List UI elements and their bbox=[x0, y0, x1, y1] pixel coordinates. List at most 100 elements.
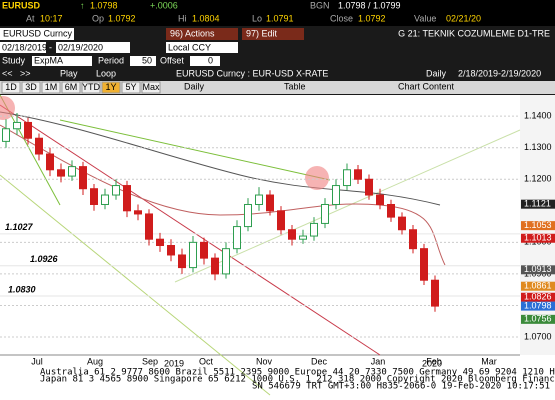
candle-body bbox=[222, 248, 230, 275]
chart-background bbox=[0, 95, 555, 368]
year-label: 2019 bbox=[164, 358, 184, 368]
range-tab[interactable] bbox=[121, 81, 141, 94]
x-tick-label: Jul bbox=[31, 356, 43, 366]
start-date-box[interactable] bbox=[0, 42, 46, 53]
range-tab-label[interactable]: 1Y bbox=[105, 82, 116, 92]
candle-body bbox=[255, 194, 263, 205]
page-title: G 21: TEKNIK COZUMLEME D1-TRE bbox=[398, 28, 550, 38]
candle-body bbox=[266, 194, 274, 212]
period-box[interactable] bbox=[130, 56, 156, 66]
range-tab[interactable] bbox=[1, 81, 21, 94]
y-tick-label: 1.1400 bbox=[524, 111, 552, 121]
candle-body bbox=[145, 213, 153, 240]
price-tag bbox=[521, 292, 555, 302]
hi-label: Hi bbox=[178, 13, 187, 23]
range-tab-label[interactable]: 1D bbox=[5, 82, 17, 92]
last: 1.0798 bbox=[90, 0, 118, 10]
frequency: Daily bbox=[426, 68, 447, 78]
range-tab-label[interactable]: 6M bbox=[65, 82, 78, 92]
price-tag-label: 1.1013 bbox=[524, 233, 552, 243]
x-tick-label: Sep bbox=[142, 356, 158, 366]
price-tag bbox=[521, 265, 555, 275]
range-tab[interactable] bbox=[61, 81, 81, 94]
range-tab[interactable] bbox=[81, 81, 101, 94]
x-tick-label: Mar bbox=[481, 356, 497, 366]
end-date-box[interactable] bbox=[56, 42, 130, 53]
footer-text: SN 546679 TRT GMT+3:00 H835-2066-0 19-Fe… bbox=[252, 382, 550, 392]
edit: 97) Edit bbox=[246, 28, 278, 38]
price-tag bbox=[521, 314, 555, 324]
range-tab[interactable] bbox=[41, 81, 61, 94]
candle-body bbox=[24, 121, 32, 139]
level-label: 1.0830 bbox=[8, 284, 36, 294]
table: Table bbox=[284, 81, 306, 91]
candle-body bbox=[134, 210, 142, 215]
range-tab-label[interactable]: 1M bbox=[45, 82, 58, 92]
price-tag-label: 1.1121 bbox=[524, 199, 551, 209]
candle-body bbox=[343, 169, 351, 187]
candle-body bbox=[13, 121, 21, 130]
range-tab[interactable] bbox=[101, 81, 121, 94]
close-label: Close bbox=[330, 13, 353, 23]
back: << bbox=[2, 68, 13, 78]
candle-body bbox=[277, 210, 285, 231]
at: 10:17 bbox=[40, 13, 63, 23]
y-tick-label: 1.0700 bbox=[524, 331, 552, 341]
candle-body bbox=[112, 185, 120, 196]
hi: 1.0804 bbox=[192, 13, 220, 23]
range-tab[interactable] bbox=[21, 81, 41, 94]
price-tag-label: 1.0861 bbox=[524, 281, 552, 291]
candle-body bbox=[332, 185, 340, 205]
trend-line bbox=[0, 104, 381, 356]
price-tag-label: 1.1053 bbox=[524, 220, 552, 230]
candle-body bbox=[57, 169, 65, 177]
candle-body bbox=[288, 229, 296, 240]
x-tick-label: Oct bbox=[199, 356, 214, 366]
range-tab-label[interactable]: YTD bbox=[82, 82, 101, 92]
candle-body bbox=[387, 203, 395, 218]
price-tag bbox=[521, 281, 555, 291]
level-label: 1.0926 bbox=[30, 254, 59, 264]
source: BGN bbox=[310, 0, 330, 10]
chart-content: Chart Content bbox=[398, 81, 455, 91]
candle-body bbox=[321, 203, 329, 224]
moving-average bbox=[0, 124, 446, 266]
study: ExpMA bbox=[34, 55, 63, 65]
trend-line bbox=[59, 119, 331, 181]
candle-body bbox=[123, 185, 131, 212]
price-tag bbox=[521, 221, 555, 231]
offset-box[interactable] bbox=[190, 56, 220, 66]
security-box[interactable] bbox=[0, 28, 74, 40]
loop: Loop bbox=[96, 68, 116, 78]
change: +.0006 bbox=[150, 0, 178, 10]
range-tab-label[interactable]: 3D bbox=[25, 82, 37, 92]
quote-bar bbox=[0, 0, 555, 26]
candle-body bbox=[46, 153, 54, 171]
range-tab[interactable] bbox=[141, 81, 161, 94]
candle-body bbox=[244, 203, 252, 228]
currency-box[interactable] bbox=[166, 42, 238, 53]
range-tab-label[interactable]: Max bbox=[142, 82, 160, 92]
period-select: Daily bbox=[184, 81, 205, 91]
play: Play bbox=[60, 68, 78, 78]
candle-body bbox=[90, 188, 98, 205]
range-tab-label[interactable]: 5Y bbox=[125, 82, 136, 92]
actions-button[interactable] bbox=[166, 28, 238, 40]
price-tag-label: 1.0913 bbox=[524, 264, 552, 274]
lo-label: Lo bbox=[252, 13, 262, 23]
y-tick-label: 1.1300 bbox=[524, 142, 552, 152]
highlight-circle bbox=[305, 166, 329, 190]
x-tick-label: Aug bbox=[87, 356, 103, 366]
price-tag bbox=[521, 301, 555, 311]
price-tag bbox=[521, 233, 555, 243]
range: 2/18/2019-2/19/2020 bbox=[458, 68, 541, 78]
trend-line bbox=[174, 129, 521, 283]
offset: 0 bbox=[208, 55, 213, 65]
price-tag bbox=[521, 199, 555, 209]
edit-button[interactable] bbox=[242, 28, 304, 40]
start-date: 02/18/2019 bbox=[2, 42, 47, 52]
study-box[interactable] bbox=[32, 56, 92, 66]
candle-body bbox=[156, 238, 164, 247]
x-tick-label: Nov bbox=[256, 356, 273, 366]
